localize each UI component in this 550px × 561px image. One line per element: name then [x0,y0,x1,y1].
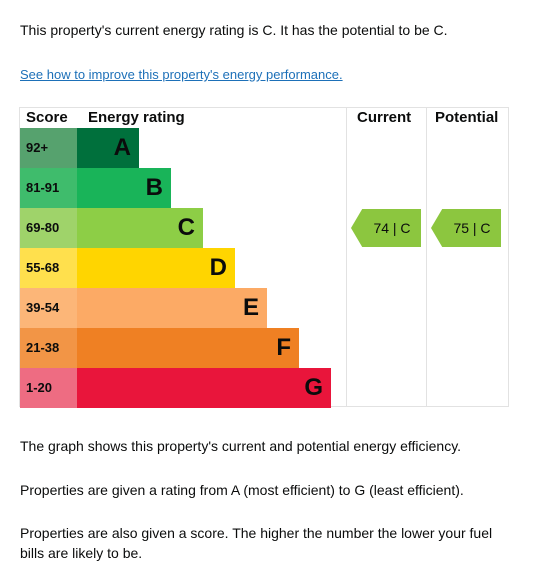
rating-letter: B [145,174,163,201]
score-band: 92+ [20,128,77,168]
score-band: 81-91 [20,168,77,208]
column-divider [426,108,427,406]
score-band: 21-38 [20,328,77,368]
improve-energy-link[interactable]: See how to improve this property's energ… [20,67,343,82]
energy-rating-header: Energy rating [88,109,185,126]
current-header: Current [357,109,412,126]
rating-bar-d: D [77,248,235,288]
potential-header: Potential [435,109,499,126]
score-band: 39-54 [20,288,77,328]
score-description: Properties are also given a score. The h… [20,525,493,541]
rating-bar-f: F [77,328,299,368]
energy-rating-chart: Score Energy rating Current Potential 92… [19,107,509,408]
rating-bar-c: C [77,208,203,248]
score-band: 55-68 [20,248,77,288]
rating-letter: A [113,134,131,161]
rating-bar-e: E [77,288,267,328]
intro-text: This property's current energy rating is… [20,22,448,38]
score-band: 1-20 [20,368,77,408]
rating-description: Properties are given a rating from A (mo… [20,482,464,498]
rating-letter: E [242,294,259,321]
graph-description: The graph shows this property's current … [20,438,462,454]
rating-letter: G [304,374,323,401]
rating-letter: D [209,254,227,281]
score-description-continued: bills are likely to be. [20,545,143,561]
rating-letter: F [276,334,291,361]
rating-bar-a: A [77,128,139,168]
score-band: 69-80 [20,208,77,248]
rating-letter: C [177,214,195,241]
potential-rating-arrow: 75 | C [431,209,501,247]
column-divider [346,108,347,406]
rating-bar-g: G [77,368,331,408]
current-rating-arrow: 74 | C [351,209,421,247]
rating-bar-b: B [77,168,171,208]
score-header: Score [26,109,68,126]
